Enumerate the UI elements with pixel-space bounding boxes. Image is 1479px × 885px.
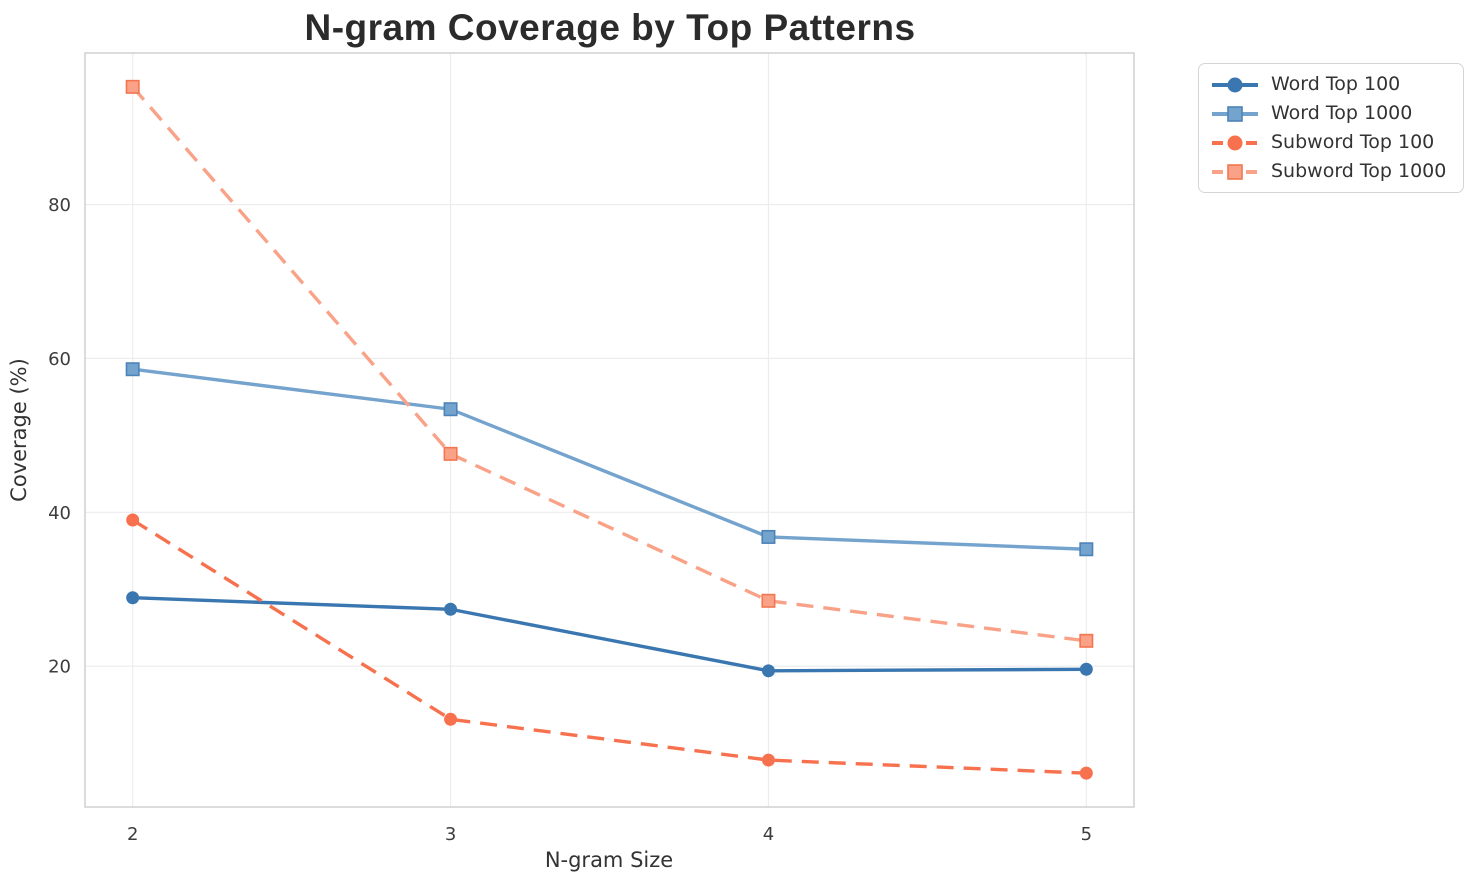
x-tick-label: 2 (127, 824, 138, 845)
data-point-word-top-1000 (1079, 542, 1094, 557)
data-point-word-top-100 (126, 591, 140, 605)
data-point-subword-top-1000 (1079, 633, 1094, 648)
tick-labels-group: 2 3 4 5 20 40 60 80 (48, 195, 1092, 845)
legend-label: Subword Top 1000 (1271, 160, 1447, 182)
data-point-subword-top-1000 (761, 593, 776, 608)
data-point-subword-top-100 (126, 513, 140, 527)
data-point-subword-top-1000 (125, 79, 140, 94)
data-point-word-top-100 (761, 664, 775, 678)
series-line-word-top-1000 (132, 367, 1087, 551)
legend-handle-circle-icon (1212, 134, 1258, 151)
y-tick-label: 40 (48, 503, 71, 524)
data-point-subword-top-100 (1079, 766, 1093, 780)
legend-handle-square-icon (1212, 105, 1258, 122)
legend-label: Word Top 1000 (1271, 102, 1413, 124)
legend-label: Subword Top 100 (1271, 131, 1435, 153)
plot-frame-group (84, 52, 1135, 808)
legend-handle-circle-icon (1212, 76, 1258, 93)
legend-label: Word Top 100 (1271, 73, 1401, 95)
data-point-subword-top-100 (761, 753, 775, 767)
legend-marker-sample (1227, 163, 1243, 180)
x-tick-label: 5 (1081, 824, 1092, 845)
legend: Word Top 100 Word Top 1000 Subword Top 100… (1198, 63, 1464, 193)
legend-item-subword-top-1000: Subword Top 1000 (1211, 157, 1451, 186)
y-axis-label: Coverage (%) (7, 358, 31, 502)
data-point-word-top-1000 (761, 529, 776, 544)
series-line-subword-top-100 (131, 518, 1087, 775)
data-point-word-top-1000 (443, 402, 458, 417)
legend-item-word-top-100: Word Top 100 (1211, 70, 1451, 99)
legend-item-word-top-1000: Word Top 1000 (1211, 99, 1451, 128)
legend-handle-square-icon (1212, 163, 1258, 180)
series-line-subword-top-1000 (131, 85, 1087, 643)
data-point-word-top-100 (1079, 662, 1093, 676)
legend-marker-sample (1227, 134, 1243, 151)
legend-marker-sample (1227, 76, 1243, 93)
series-group (125, 79, 1094, 780)
plot-border (84, 52, 1135, 808)
data-point-subword-top-1000 (443, 446, 458, 461)
data-point-word-top-100 (444, 602, 458, 616)
data-point-subword-top-100 (444, 712, 458, 726)
gridlines-group (85, 53, 1134, 807)
y-tick-label: 20 (48, 657, 71, 678)
chart-title: N-gram Coverage by Top Patterns (304, 7, 915, 48)
legend-marker-sample (1227, 105, 1243, 122)
legend-item-subword-top-100: Subword Top 100 (1211, 128, 1451, 157)
data-point-word-top-1000 (125, 362, 140, 377)
y-tick-label: 60 (48, 349, 71, 370)
x-tick-label: 3 (445, 824, 456, 845)
y-tick-label: 80 (48, 195, 71, 216)
x-tick-label: 4 (763, 824, 774, 845)
x-axis-label: N-gram Size (545, 848, 673, 872)
series-line-word-top-100 (132, 596, 1087, 673)
